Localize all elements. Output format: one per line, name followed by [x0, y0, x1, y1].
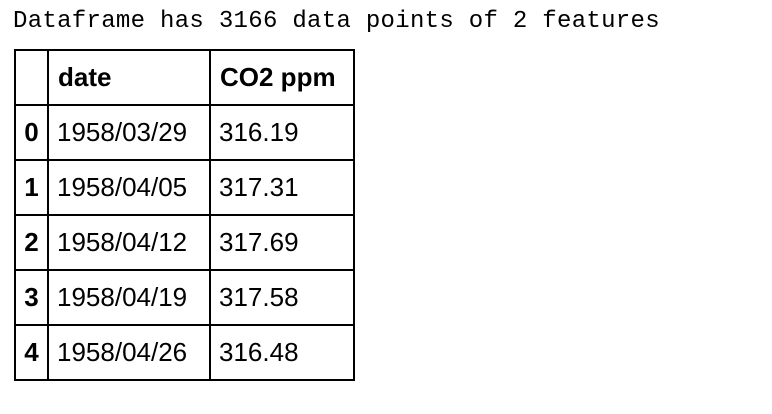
- co2-column-header: CO2 ppm: [209, 49, 355, 106]
- index-column-header: [14, 49, 49, 106]
- co2-cell: 317.31: [209, 159, 355, 216]
- table-header-row: date CO2 ppm: [14, 49, 355, 106]
- table-row: 4 1958/04/26 316.48: [14, 324, 355, 381]
- co2-cell: 317.69: [209, 214, 355, 271]
- co2-cell: 316.48: [209, 324, 355, 381]
- date-column-header: date: [47, 49, 211, 106]
- row-index: 2: [14, 214, 49, 271]
- row-index: 4: [14, 324, 49, 381]
- table-row: 3 1958/04/19 317.58: [14, 269, 355, 326]
- row-index: 3: [14, 269, 49, 326]
- date-cell: 1958/04/19: [47, 269, 211, 326]
- table-body: 0 1958/03/29 316.19 1 1958/04/05 317.31 …: [14, 104, 355, 381]
- table-row: 1 1958/04/05 317.31: [14, 159, 355, 216]
- table-row: 0 1958/03/29 316.19: [14, 104, 355, 161]
- table-row: 2 1958/04/12 317.69: [14, 214, 355, 271]
- date-cell: 1958/04/05: [47, 159, 211, 216]
- date-cell: 1958/03/29: [47, 104, 211, 161]
- row-index: 1: [14, 159, 49, 216]
- date-cell: 1958/04/26: [47, 324, 211, 381]
- table-header: date CO2 ppm: [14, 49, 355, 106]
- co2-cell: 316.19: [209, 104, 355, 161]
- date-cell: 1958/04/12: [47, 214, 211, 271]
- co2-cell: 317.58: [209, 269, 355, 326]
- row-index: 0: [14, 104, 49, 161]
- dataframe-table: date CO2 ppm 0 1958/03/29 316.19 1 1958/…: [14, 49, 355, 381]
- dataframe-summary-text: Dataframe has 3166 data points of 2 feat…: [13, 8, 660, 35]
